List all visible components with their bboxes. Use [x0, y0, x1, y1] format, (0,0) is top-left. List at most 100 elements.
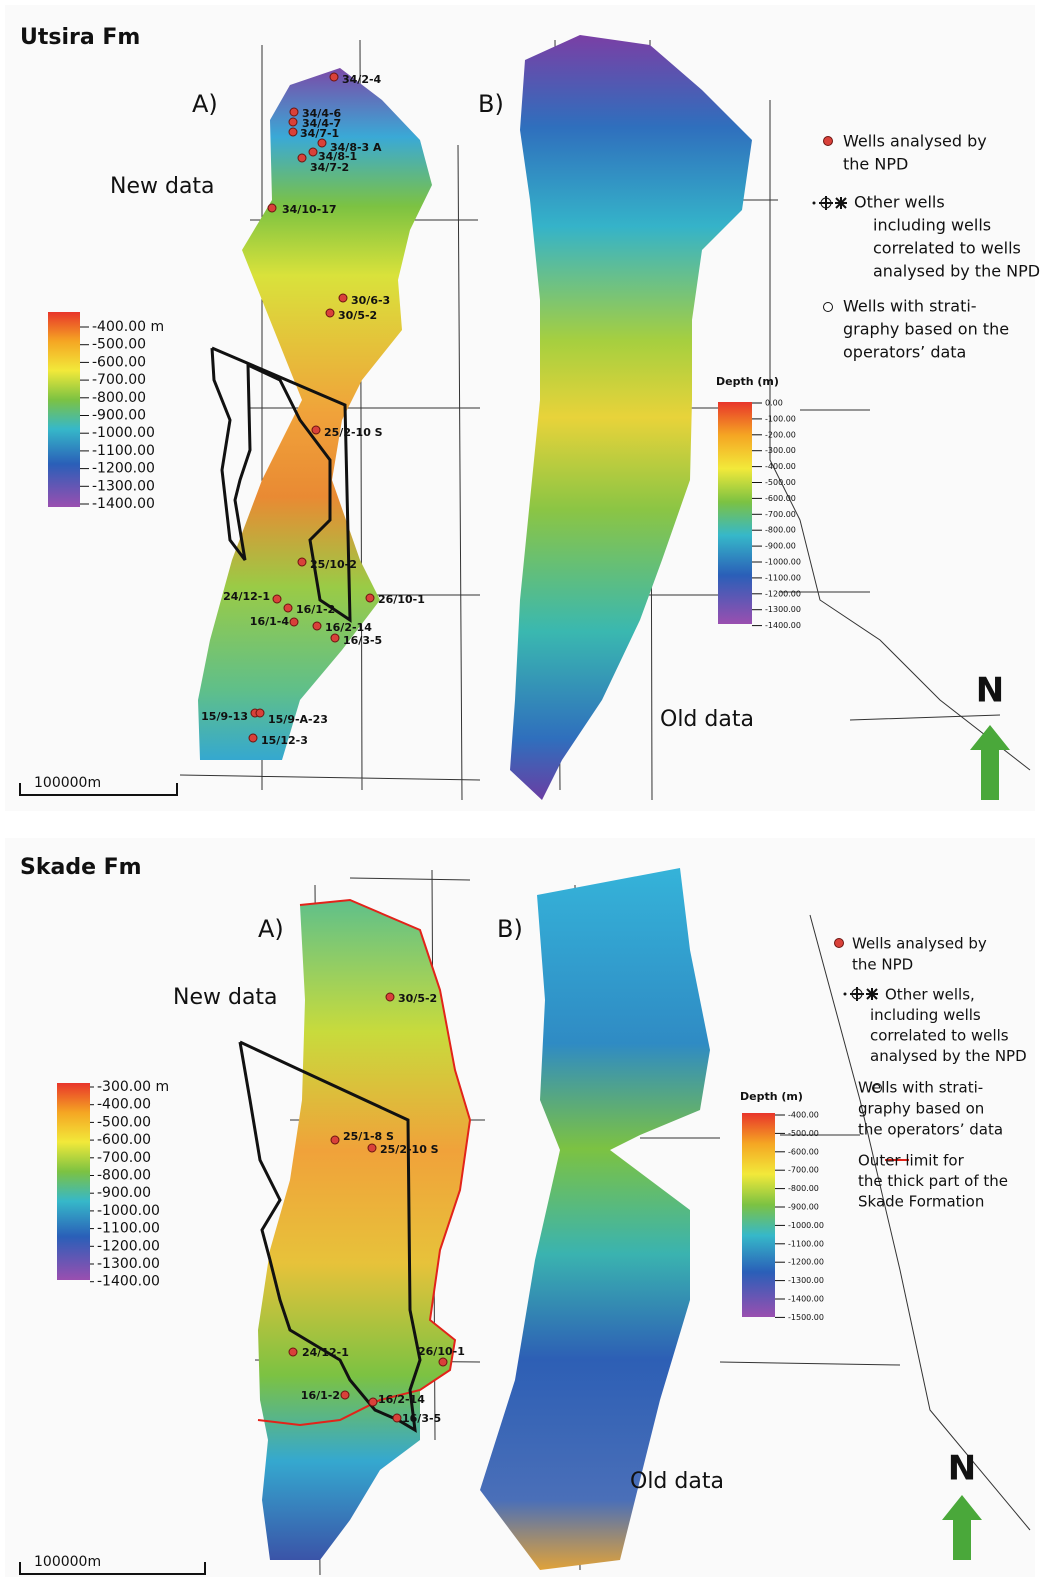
well-marker [339, 294, 347, 302]
well-marker [326, 309, 334, 317]
legend-text: correlated to wells [873, 239, 1021, 258]
well-marker [368, 1144, 376, 1152]
color-bar-label: -800.00 [765, 526, 796, 535]
color-bar-label: 0.00 [765, 399, 783, 408]
new-data-label: New data [173, 985, 278, 1010]
figure: Utsira FmA)B)New dataOld data100000mN-40… [0, 0, 1043, 1577]
color-bar-label: -700.00 [788, 1166, 819, 1175]
well-label: 25/2-10 S [380, 1143, 439, 1156]
color-bar-title: Depth (m) [740, 1090, 803, 1103]
well-label: 16/1-4 [250, 615, 290, 628]
well-marker [312, 426, 320, 434]
legend-marker [835, 939, 844, 948]
well-label: 16/1-2 [296, 603, 335, 616]
legend-text: Skade Formation [858, 1193, 984, 1211]
legend-text: Wells analysed by [852, 935, 987, 953]
color-bar-label: -900.00 [765, 542, 796, 551]
color-bar-label: -1400.00 [788, 1295, 824, 1304]
legend-text: including wells [870, 1006, 981, 1024]
well-label: 15/9-A-23 [268, 713, 328, 726]
well-label: 15/9-13 [201, 710, 248, 723]
legend-text: Wells with strati- [843, 297, 977, 316]
well-marker [249, 734, 257, 742]
well-marker [369, 1398, 377, 1406]
well-marker [289, 118, 297, 126]
color-bar-label: -300.00 [765, 446, 796, 455]
well-label: 24/12-1 [302, 1346, 349, 1359]
well-label: 25/10-2 [310, 558, 357, 571]
well-label: 16/3-5 [343, 634, 382, 647]
color-bar-label: -1100.00 [97, 1221, 160, 1237]
label-a: A) [192, 90, 218, 118]
panel-title: Utsira Fm [20, 25, 140, 50]
color-bar-label: -600.00 [788, 1147, 819, 1156]
color-bar-label: -1200.00 [97, 1238, 160, 1254]
well-marker [289, 1348, 297, 1356]
well-label: 30/6-3 [351, 294, 390, 307]
color-bar-label: -400.00 [765, 462, 796, 471]
legend-text: correlated to wells [870, 1027, 1009, 1045]
legend-text: analysed by the NPD [870, 1047, 1027, 1065]
well-marker [439, 1358, 447, 1366]
color-bar-label: -400.00 m [92, 319, 164, 335]
legend-marker [813, 202, 816, 205]
north-label: N [948, 1449, 976, 1489]
color-bar-label: -1400.00 [765, 621, 801, 630]
color-bar-label: -500.00 [765, 478, 796, 487]
color-bar-label: -1100.00 [788, 1239, 824, 1248]
well-label: 34/10-17 [282, 203, 337, 216]
well-marker [313, 622, 321, 630]
color-bar-label: -800.00 [97, 1168, 151, 1184]
color-bar-label: -400.00 [97, 1097, 151, 1113]
well-marker [393, 1414, 401, 1422]
color-bar-label: -500.00 [788, 1129, 819, 1138]
color-bar-label: -1100.00 [92, 443, 155, 459]
well-label: 34/2-4 [342, 73, 382, 86]
color-bar-label: -500.00 [92, 337, 146, 353]
new-data-label: New data [110, 174, 215, 199]
color-bar-label: -100.00 [765, 414, 796, 423]
color-bar-label: -1200.00 [92, 461, 155, 477]
color-bar-label: -1100.00 [765, 573, 801, 582]
color-bar-label: -800.00 [788, 1184, 819, 1193]
color-bar-label: -900.00 [92, 408, 146, 424]
color-bar-label: -700.00 [765, 510, 796, 519]
label-b: B) [478, 90, 504, 118]
well-marker [318, 139, 326, 147]
legend-text: analysed by the NPD [873, 262, 1040, 281]
well-label: 15/12-3 [261, 734, 308, 747]
legend-marker [824, 303, 833, 312]
well-marker [256, 709, 264, 717]
north-label: N [976, 671, 1004, 711]
color-bar-label: -900.00 [788, 1203, 819, 1212]
well-marker [298, 558, 306, 566]
color-bar-label: -500.00 [97, 1114, 151, 1130]
well-marker [366, 594, 374, 602]
color-bar-label: -200.00 [765, 430, 796, 439]
well-label: 30/5-2 [338, 309, 377, 322]
color-bar-label: -1300.00 [97, 1256, 160, 1272]
legend-marker [844, 993, 847, 996]
well-marker [298, 154, 306, 162]
legend-text: Wells analysed by [843, 132, 987, 151]
legend-marker [824, 137, 833, 146]
color-bar-label: -1200.00 [765, 589, 801, 598]
old-data-label: Old data [660, 707, 754, 732]
well-marker [284, 604, 292, 612]
color-bar-label: -1400.00 [92, 496, 155, 512]
color-bar-label: -1000.00 [788, 1221, 824, 1230]
legend-text: the operators’ data [858, 1121, 1003, 1139]
color-bar-label: -600.00 [765, 494, 796, 503]
well-label: 16/2-14 [325, 621, 372, 634]
well-label: 25/1-8 S [343, 1130, 394, 1143]
old-data-label: Old data [630, 1469, 724, 1494]
color-bar-label: -600.00 [97, 1132, 151, 1148]
legend-text: Wells with strati- [858, 1079, 983, 1097]
well-label: 30/5-2 [398, 992, 437, 1005]
well-label: 25/2-10 S [324, 426, 383, 439]
well-marker [309, 148, 317, 156]
legend-text: the thick part of the [858, 1172, 1008, 1190]
color-bar-title: Depth (m) [716, 375, 779, 388]
color-bar-label: -1000.00 [765, 558, 801, 567]
legend-text: the NPD [843, 155, 908, 174]
